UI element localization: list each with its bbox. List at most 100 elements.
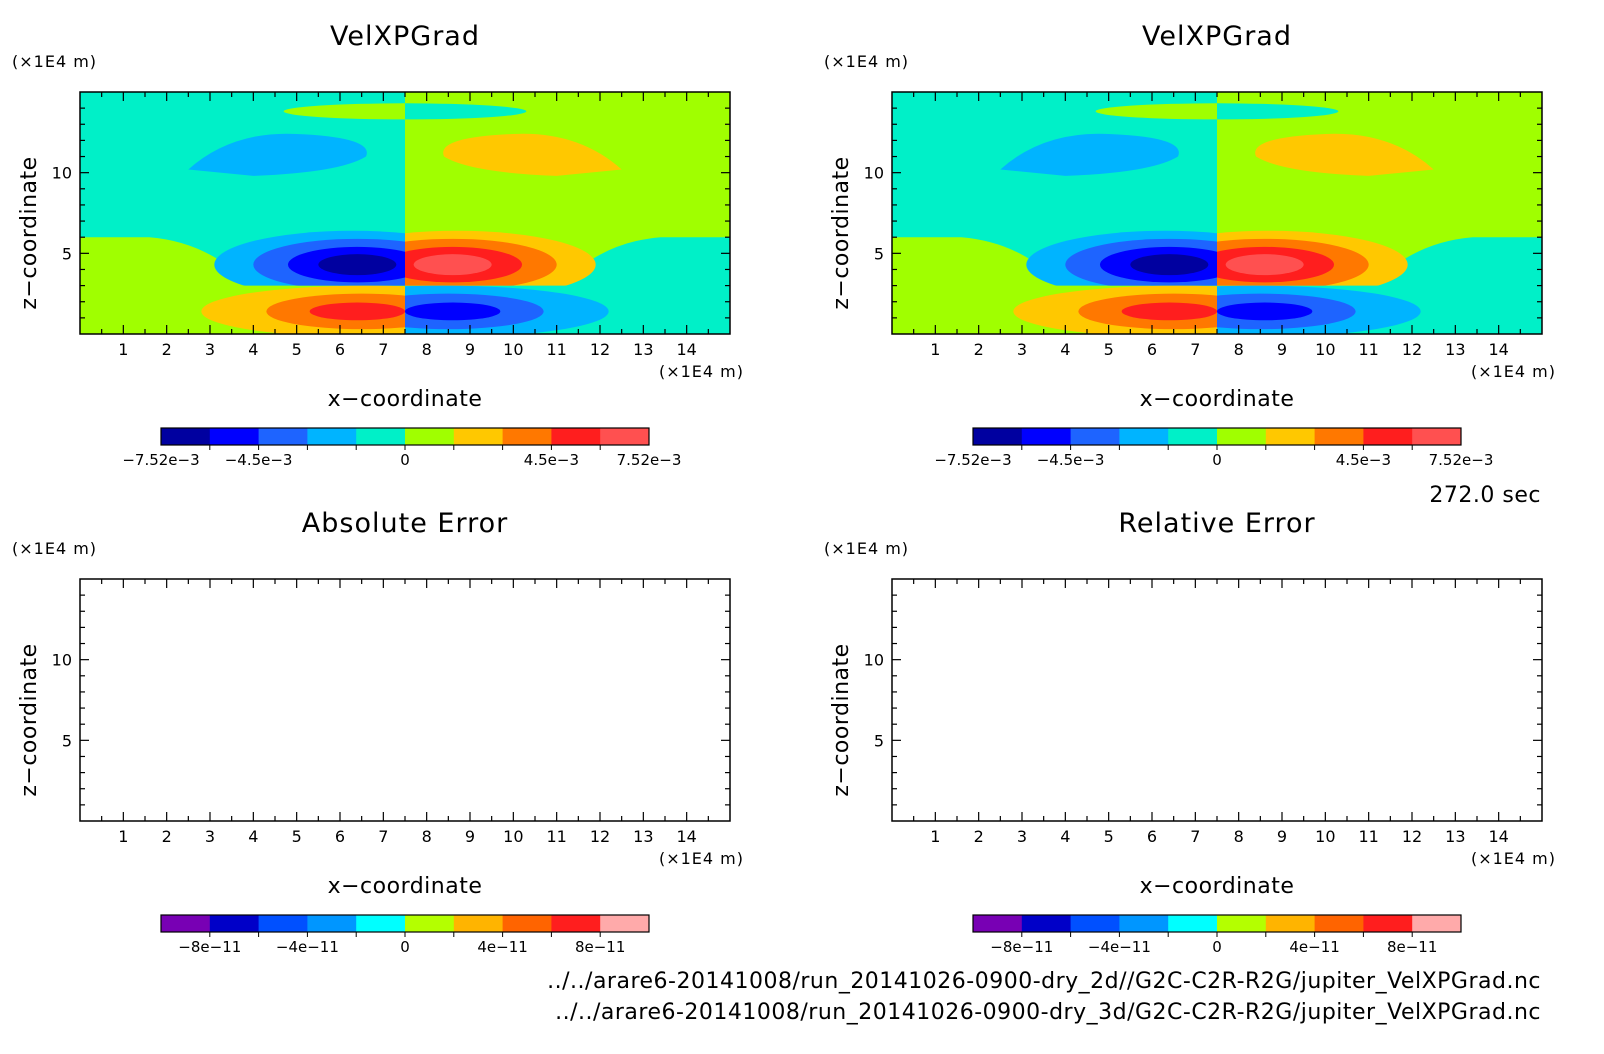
x-tick-label: 9 (465, 827, 475, 846)
colorbar-tick-label: 7.52e−3 (1429, 451, 1494, 469)
y-tick-label: 10 (864, 651, 884, 670)
x-axis-label: x−coordinate (328, 387, 483, 412)
x-tick-label: 8 (1234, 827, 1244, 846)
colorbar-swatch (453, 428, 504, 445)
upper-left-lobe (1000, 133, 1179, 176)
x-tick-label: 10 (503, 340, 523, 359)
x-tick-label: 5 (1104, 340, 1114, 359)
colorbar-swatch (1363, 428, 1413, 445)
negative-core (1026, 230, 1217, 286)
x-tick-label: 6 (335, 340, 345, 359)
lower-left-lobe (201, 285, 405, 334)
colorbar-tick-label: −8e−11 (178, 938, 241, 956)
top-band-right (405, 103, 527, 120)
y-tick-label: 5 (874, 244, 884, 263)
footer-file-path: ../../arare6-20141008/run_20141026-0900-… (547, 969, 1541, 994)
x-tick-label: 13 (633, 827, 653, 846)
x-tick-label: 2 (974, 827, 984, 846)
colorbar-swatch (502, 428, 552, 445)
colorbar-tick-label: −4.5e−3 (225, 451, 293, 469)
positive-core (405, 230, 596, 286)
y-tick-label: 5 (874, 731, 884, 750)
y-unit-label: (×1E4 m) (12, 52, 97, 71)
y-tick-label: 5 (62, 731, 72, 750)
upper-right-lobe (443, 133, 622, 176)
x-tick-label: 6 (335, 827, 345, 846)
colorbar-swatch (209, 428, 260, 445)
colorbar-swatch (453, 915, 504, 932)
colorbar: −8e−11 −4e−11 0 4e−11 8e−11 (160, 914, 650, 956)
x-tick-label: 2 (162, 827, 172, 846)
x-unit-label: (×1E4 m) (1471, 849, 1556, 868)
x-axis-label: x−coordinate (328, 874, 483, 899)
x-tick-label: 9 (465, 340, 475, 359)
colorbar-swatch (1217, 428, 1267, 445)
colorbar-swatch (1363, 915, 1413, 932)
colorbar-swatch (1412, 915, 1462, 932)
x-tick-label: 5 (292, 340, 302, 359)
colorbar-tick-label: 4e−11 (1289, 938, 1339, 956)
x-tick-label: 14 (676, 827, 696, 846)
x-tick-label: 12 (590, 827, 610, 846)
x-tick-label: 13 (633, 340, 653, 359)
x-tick-label: 13 (1445, 827, 1465, 846)
top-band-right (1217, 103, 1339, 120)
lower-left-lobe (1013, 285, 1217, 334)
plot-frame (891, 578, 1543, 822)
positive-core (1217, 230, 1408, 286)
colorbar-tick-label: 0 (1212, 451, 1222, 469)
y-tick-label: 10 (864, 164, 884, 183)
chart-title: VelXPGrad (330, 21, 480, 52)
x-tick-label: 12 (1402, 827, 1422, 846)
x-tick-label: 1 (930, 340, 940, 359)
y-axis-label: z−coordinate (17, 156, 42, 309)
colorbar-tick-label: 8e−11 (575, 938, 625, 956)
x-tick-label: 6 (1147, 827, 1157, 846)
colorbar-swatch (258, 428, 308, 445)
colorbar-swatch (1070, 428, 1120, 445)
heatmap-field (892, 92, 1542, 334)
colorbar: −7.52e−3 −4.5e−3 0 4.5e−3 7.52e−3 (122, 427, 681, 469)
chart-title: Relative Error (1118, 508, 1315, 539)
colorbar-tick-label: 4e−11 (477, 938, 527, 956)
x-tick-label: 4 (1060, 340, 1070, 359)
chart-title: Absolute Error (302, 508, 508, 539)
colorbar-swatch (1168, 428, 1218, 445)
colorbar-tick-label: 4.5e−3 (524, 451, 579, 469)
colorbar-tick-label: 4.5e−3 (1336, 451, 1391, 469)
x-tick-label: 5 (1104, 827, 1114, 846)
x-tick-label: 10 (503, 827, 523, 846)
colorbar-swatch (551, 428, 601, 445)
x-tick-label: 14 (1488, 827, 1508, 846)
time-label: 272.0 sec (1429, 483, 1541, 508)
x-tick-label: 3 (205, 340, 215, 359)
colorbar-tick-label: −7.52e−3 (934, 451, 1011, 469)
x-tick-label: 5 (292, 827, 302, 846)
colorbar-swatch (1217, 915, 1267, 932)
panel-4: Relative Error(×1E4 m)1 2 3 4 5 6 7 8 9 10 11 12 13 1… (824, 508, 1556, 956)
x-tick-label: 7 (1190, 827, 1200, 846)
y-tick-label: 5 (62, 244, 72, 263)
x-tick-label: 7 (378, 827, 388, 846)
x-tick-label: 9 (1277, 827, 1287, 846)
x-axis-label: x−coordinate (1140, 387, 1295, 412)
colorbar-swatch (1070, 915, 1120, 932)
x-tick-label: 3 (1017, 340, 1027, 359)
footer-file-path: ../../arare6-20141008/run_20141026-0900-… (555, 1000, 1541, 1025)
lower-right-lobe (405, 285, 609, 334)
x-tick-label: 12 (590, 340, 610, 359)
negative-core (214, 230, 405, 286)
colorbar-swatch (405, 428, 455, 445)
colorbar-swatch (209, 915, 260, 932)
x-tick-label: 7 (1190, 340, 1200, 359)
colorbar-swatch (1021, 428, 1072, 445)
x-unit-label: (×1E4 m) (659, 362, 744, 381)
x-tick-label: 2 (162, 340, 172, 359)
colorbar-tick-label: −8e−11 (990, 938, 1053, 956)
colorbar-swatch (600, 428, 650, 445)
plot-frame (79, 578, 731, 822)
colorbar-tick-label: −4.5e−3 (1037, 451, 1105, 469)
colorbar-tick-label: −4e−11 (1088, 938, 1151, 956)
x-tick-label: 7 (378, 340, 388, 359)
